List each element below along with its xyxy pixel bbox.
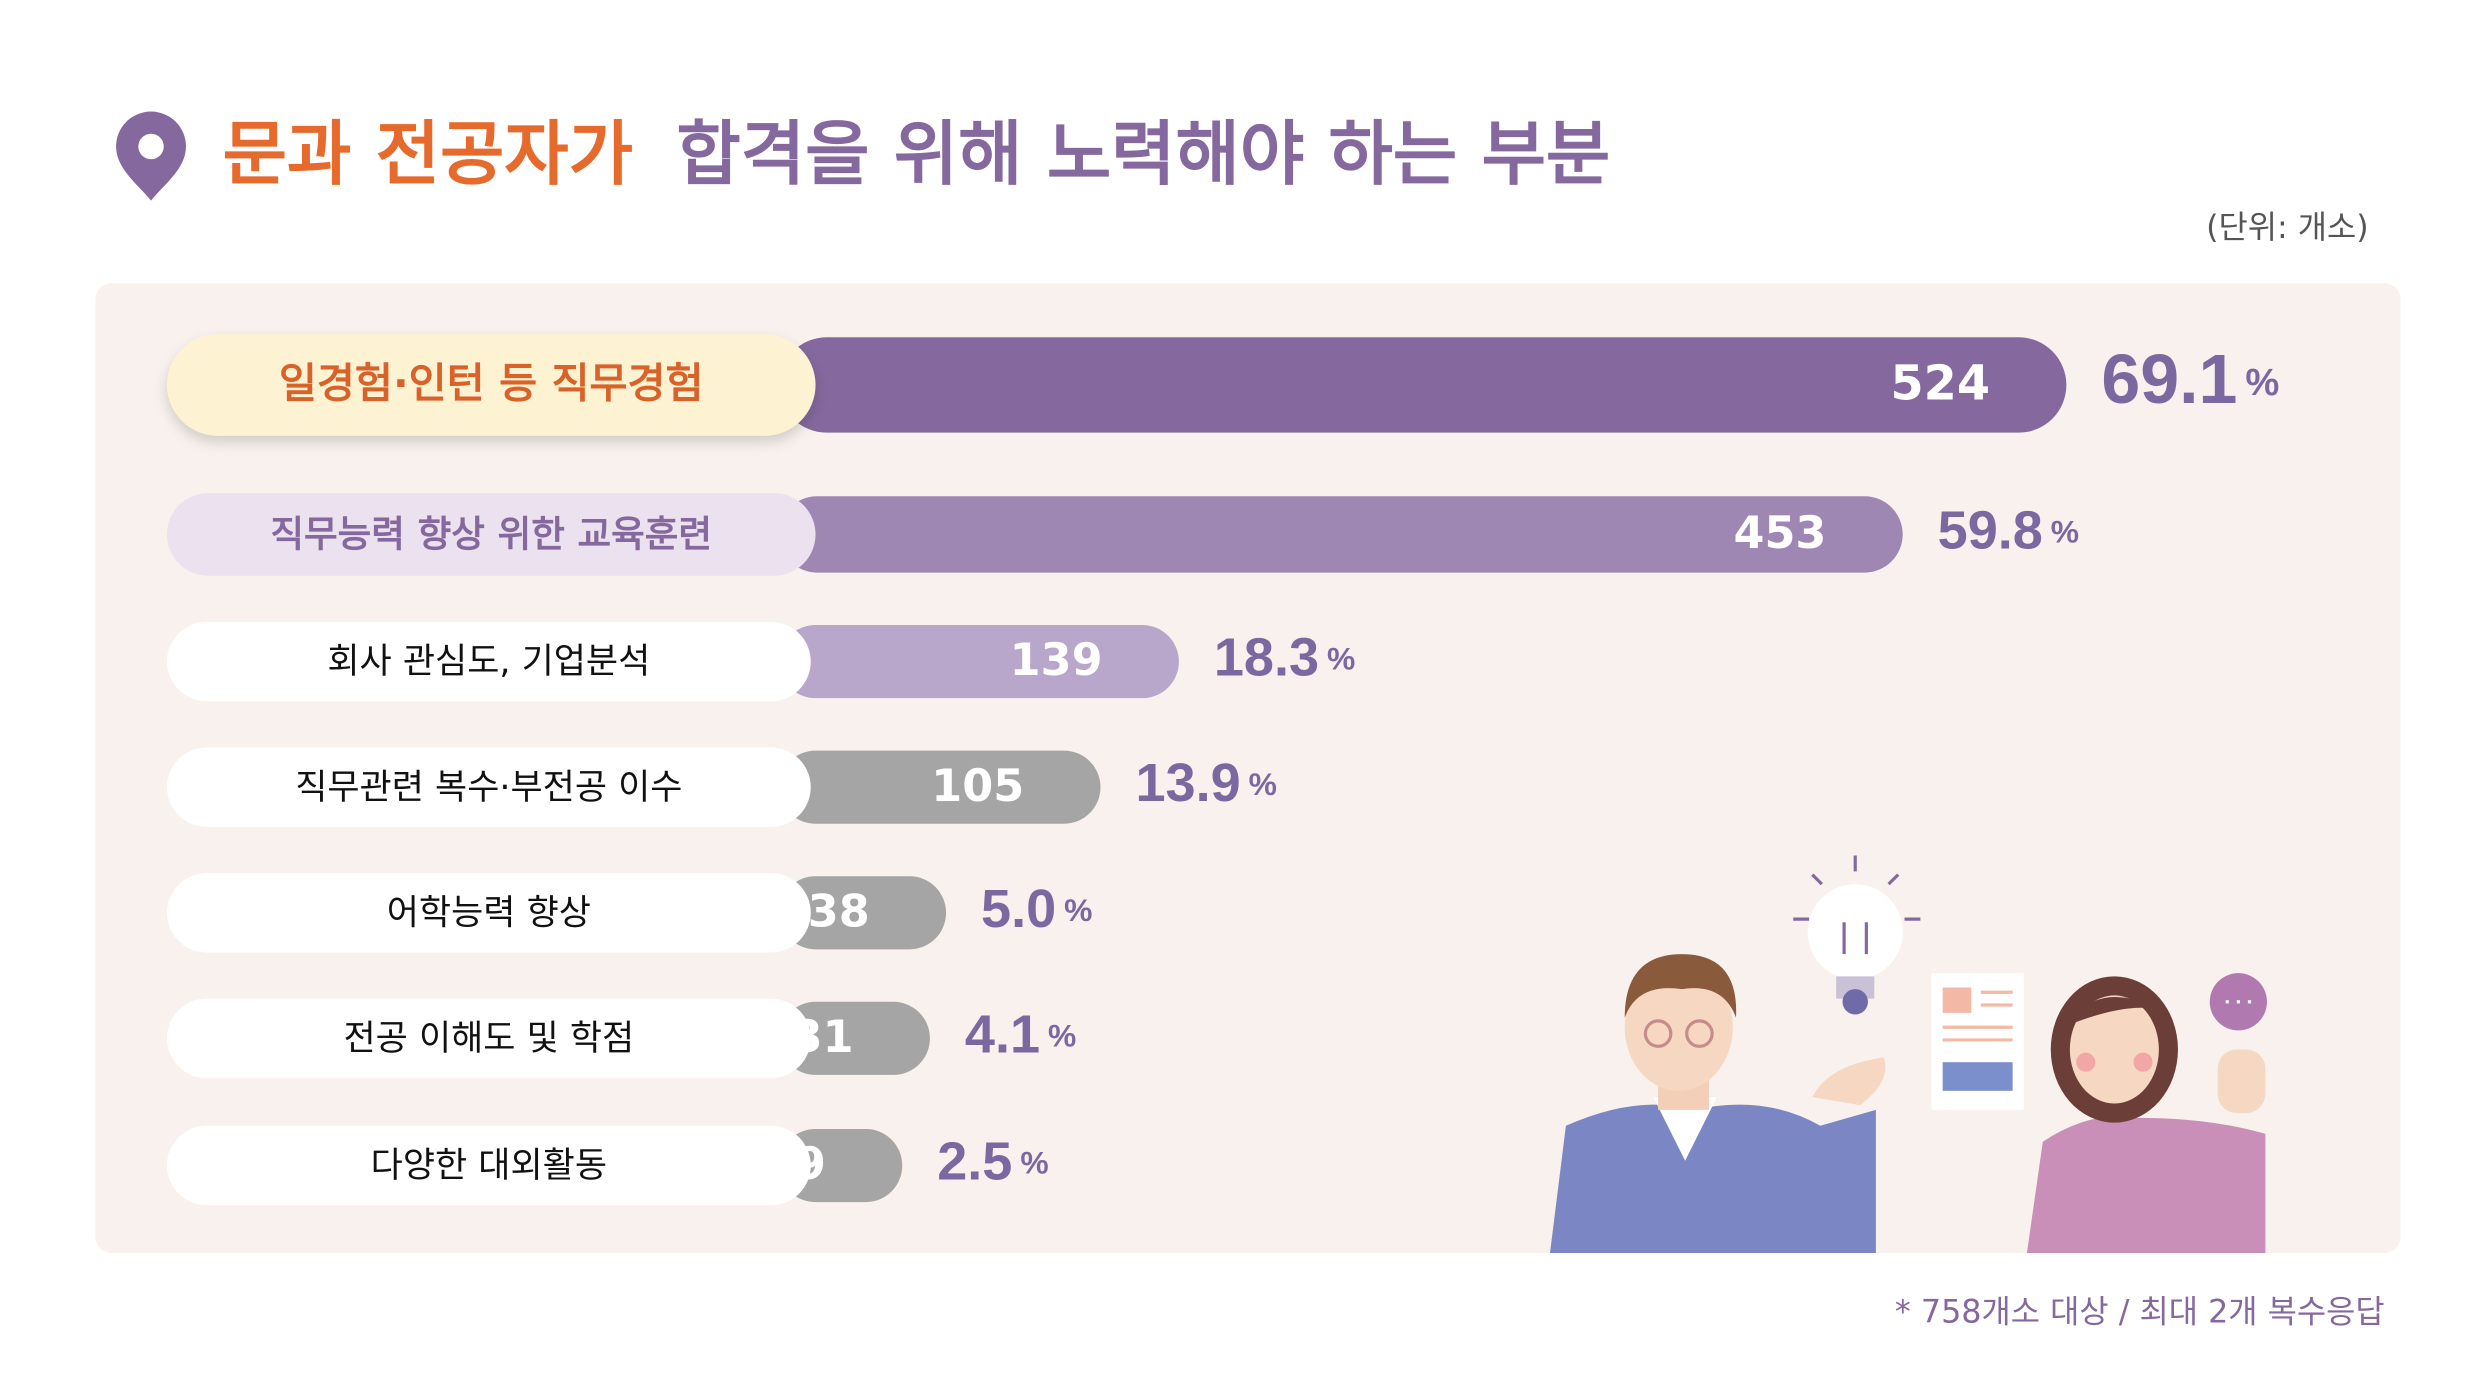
value-label: 453 — [1733, 508, 1826, 559]
bar — [778, 496, 1903, 573]
percent-label: 13.9% — [1135, 753, 1276, 813]
value-label: 31 — [792, 1012, 854, 1063]
percent-label: 69.1% — [2101, 340, 2279, 418]
percent-number: 4.1 — [965, 1005, 1040, 1065]
footnote: * 758개소 대상 / 최대 2개 복수응답 — [1895, 1293, 2385, 1330]
bar — [778, 750, 1101, 824]
category-label: 어학능력 향상 — [387, 893, 591, 933]
lightbulb — [1793, 855, 1921, 1015]
man — [1550, 954, 1886, 1253]
percent-unit: % — [1249, 767, 1277, 803]
bar — [778, 625, 1179, 699]
title-rest: 합격을 위해 노력해야 하는 부분 — [676, 114, 1610, 195]
category-label: 직무능력 향상 위한 교육훈련 — [270, 513, 712, 556]
percent-number: 13.9 — [1135, 753, 1240, 813]
document — [1931, 973, 2024, 1110]
percent-unit: % — [1064, 892, 1092, 928]
category-pill — [166, 1125, 811, 1206]
category-label: 전공 이해도 및 학점 — [343, 1019, 634, 1059]
category-pill — [166, 493, 816, 576]
value-label: 524 — [1890, 357, 1990, 412]
title-highlight: 문과 전공자가 — [223, 114, 633, 195]
category-label: 다양한 대외활동 — [371, 1146, 607, 1186]
percent-label: 5.0% — [981, 879, 1092, 939]
category-label: 직무관련 복수·부전공 이수 — [295, 768, 682, 808]
percent-unit: % — [2051, 514, 2079, 550]
percent-label: 4.1% — [965, 1005, 1076, 1065]
category-pill — [166, 621, 811, 702]
percent-label: 2.5% — [937, 1132, 1048, 1192]
percent-number: 59.8 — [1938, 501, 2043, 561]
value-label: 105 — [931, 761, 1024, 812]
percent-unit: % — [1020, 1145, 1048, 1181]
bars: 일경험·인턴 등 직무경험 524 69.1 % 직무능력 향상 위한 교육훈련 453 5… — [166, 334, 2279, 1206]
illustration — [1550, 855, 2267, 1253]
bar — [778, 1128, 903, 1203]
percent-label: 18.3% — [1214, 628, 1355, 688]
percent-number: 18.3 — [1214, 628, 1319, 688]
category-label: 일경험·인턴 등 직무경험 — [279, 360, 704, 408]
bar — [778, 337, 2067, 433]
value-label: 19 — [764, 1139, 826, 1190]
percent-number: 69.1 — [2101, 340, 2237, 418]
woman — [2026, 973, 2267, 1253]
category-label: 회사 관심도, 기업분석 — [327, 642, 650, 682]
category-pill — [166, 747, 811, 827]
percent-unit: % — [1327, 641, 1355, 677]
category-pill — [166, 334, 816, 436]
category-pill — [166, 998, 811, 1079]
chart-title: 문과 전공자가 합격을 위해 노력해야 하는 부분 — [223, 114, 1611, 195]
bar — [778, 876, 947, 950]
unit-note: (단위: 개소) — [2206, 209, 2369, 246]
percent-unit: % — [1048, 1018, 1076, 1054]
percent-unit: % — [2245, 361, 2279, 404]
percent-number: 5.0 — [981, 879, 1056, 939]
category-pill — [166, 873, 811, 953]
bar — [778, 1001, 930, 1075]
percent-label: 59.8% — [1938, 501, 2079, 561]
pin-icon — [116, 111, 186, 201]
value-label: 139 — [1010, 635, 1103, 686]
percent-number: 2.5 — [937, 1132, 1012, 1192]
value-label: 38 — [808, 886, 870, 937]
